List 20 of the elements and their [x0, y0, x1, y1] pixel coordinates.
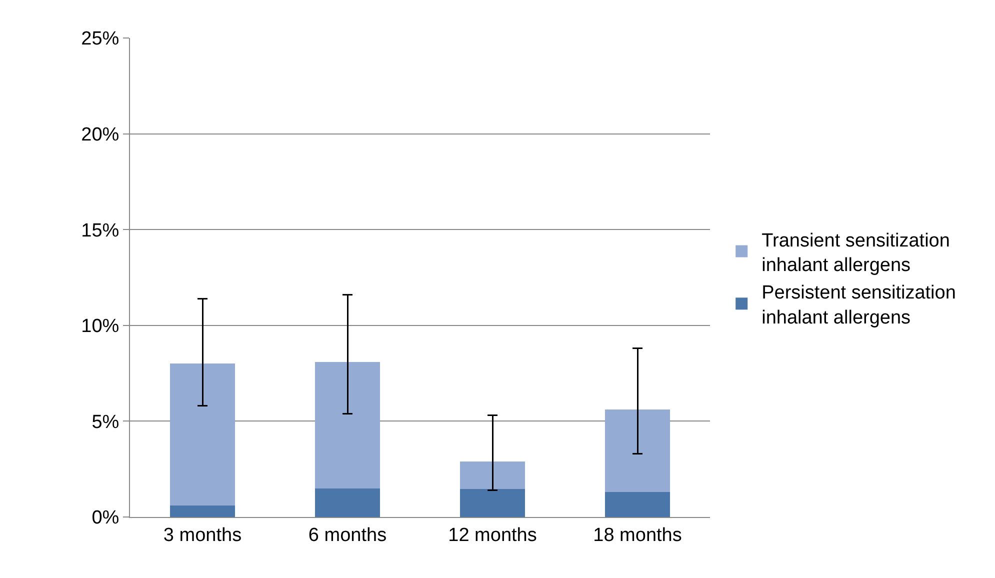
bar [170, 506, 236, 517]
bar [604, 492, 670, 517]
bar [314, 488, 380, 517]
y-tick-label: 15% [81, 220, 120, 242]
y-tick-label: 5% [92, 412, 120, 433]
x-tick-label: 3 months [163, 524, 242, 546]
x-tick-label: 18 months [593, 524, 682, 546]
legend-label: Transient sensitization inhalant allergens [762, 230, 950, 276]
y-tick-label: 0% [92, 508, 120, 529]
y-tick-label: 25% [81, 28, 120, 50]
bar [170, 364, 236, 506]
x-tick-label: 12 months [448, 524, 537, 546]
bar [460, 489, 526, 517]
bar [314, 362, 380, 488]
legend-label: Persistent sensitization inhalant allergens [762, 282, 956, 328]
y-tick-label: 10% [81, 316, 120, 338]
bar [604, 410, 670, 492]
bar [460, 461, 526, 490]
y-tick-label: 20% [81, 124, 120, 146]
x-tick-label: 6 months [308, 524, 387, 546]
